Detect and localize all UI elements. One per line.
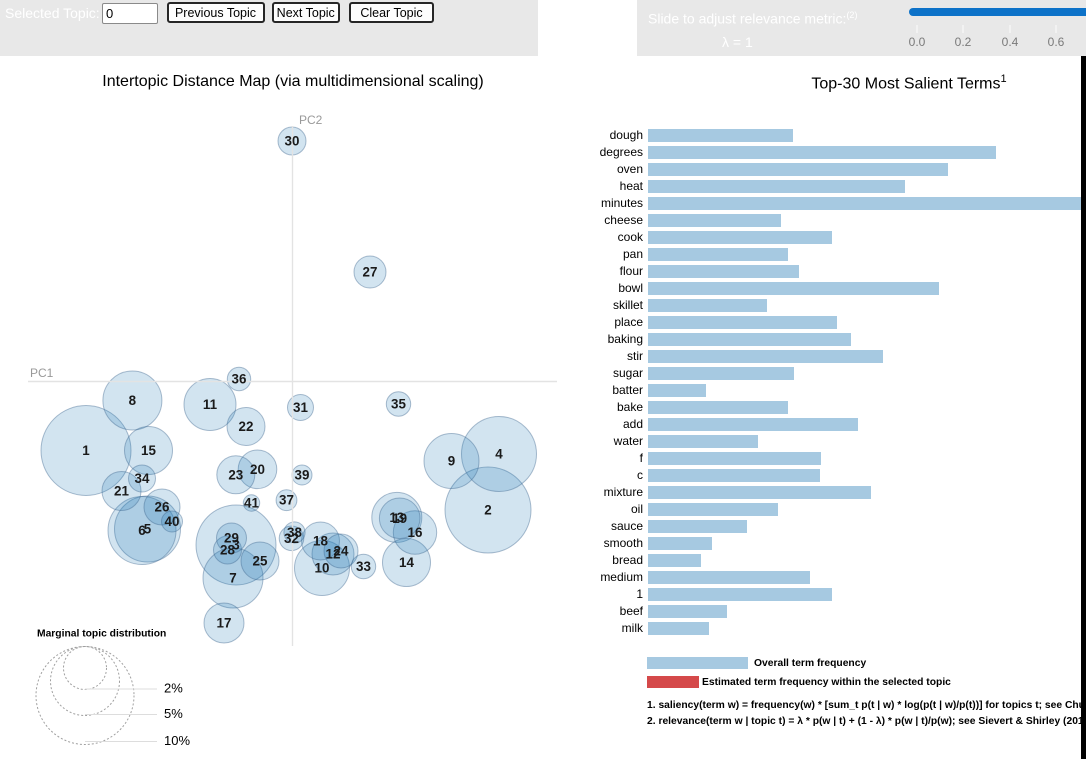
- svg-text:8: 8: [129, 393, 137, 408]
- svg-text:7: 7: [229, 571, 236, 586]
- svg-text:13: 13: [389, 510, 404, 525]
- svg-text:14: 14: [399, 555, 414, 570]
- svg-text:29: 29: [224, 531, 239, 546]
- svg-text:10: 10: [315, 561, 330, 576]
- svg-text:15: 15: [141, 443, 156, 458]
- svg-text:1: 1: [82, 443, 90, 458]
- svg-text:41: 41: [244, 496, 259, 511]
- svg-text:5%: 5%: [164, 706, 183, 721]
- svg-text:2: 2: [484, 503, 491, 518]
- svg-text:32: 32: [284, 531, 299, 546]
- svg-text:30: 30: [285, 134, 300, 149]
- svg-text:33: 33: [356, 559, 371, 574]
- svg-text:25: 25: [253, 554, 268, 569]
- svg-text:34: 34: [135, 471, 150, 486]
- svg-text:19: 19: [392, 511, 407, 526]
- svg-text:5: 5: [144, 522, 152, 537]
- svg-text:PC1: PC1: [30, 366, 54, 380]
- svg-text:12: 12: [326, 547, 341, 562]
- svg-text:36: 36: [232, 372, 247, 387]
- svg-text:35: 35: [391, 397, 406, 412]
- svg-text:28: 28: [220, 543, 235, 558]
- svg-text:16: 16: [408, 525, 423, 540]
- svg-text:20: 20: [250, 462, 265, 477]
- svg-text:4: 4: [495, 447, 503, 462]
- svg-text:40: 40: [165, 514, 180, 529]
- svg-text:24: 24: [334, 544, 349, 559]
- svg-text:39: 39: [295, 468, 310, 483]
- svg-text:Marginal topic distribution: Marginal topic distribution: [37, 629, 166, 640]
- svg-text:22: 22: [239, 419, 254, 434]
- svg-text:21: 21: [114, 484, 129, 499]
- svg-text:18: 18: [313, 534, 328, 549]
- svg-text:6: 6: [138, 523, 145, 538]
- svg-text:3: 3: [232, 538, 239, 553]
- svg-text:23: 23: [228, 467, 243, 482]
- svg-text:10%: 10%: [164, 733, 190, 748]
- svg-text:37: 37: [279, 493, 294, 508]
- svg-text:26: 26: [155, 500, 170, 515]
- svg-text:9: 9: [448, 454, 455, 469]
- svg-text:27: 27: [363, 265, 378, 280]
- svg-text:11: 11: [203, 397, 218, 412]
- svg-text:38: 38: [287, 525, 302, 540]
- svg-text:17: 17: [217, 616, 232, 631]
- svg-text:2%: 2%: [164, 681, 183, 696]
- svg-text:31: 31: [293, 400, 308, 415]
- svg-text:PC2: PC2: [299, 113, 323, 127]
